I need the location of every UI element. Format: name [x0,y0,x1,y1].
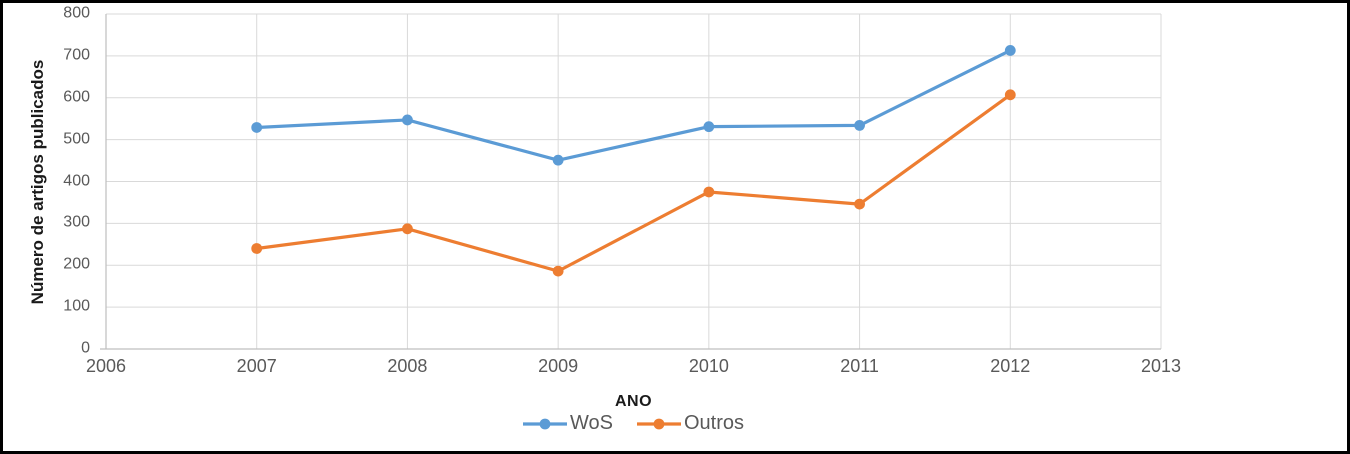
legend-label-outros: Outros [683,412,744,434]
wos-marker-2007 [251,122,263,133]
legend-swatch-marker [653,418,665,429]
outros-series-line [255,93,1012,273]
y-tick-label-600: 600 [63,88,90,106]
x-tick-label-2006: 2006 [85,356,127,376]
wos-marker-2012 [1004,45,1016,56]
y-tick-label-400: 400 [63,172,90,190]
legend-line-marker-icon-wos [522,418,567,429]
x-tick-label-2007: 2007 [236,356,277,376]
wos-series-line [255,48,1012,162]
legend-line-marker-icon-outros [636,418,681,429]
legend-swatch-marker [539,418,551,429]
y-tick-label-500: 500 [63,130,90,148]
x-tick-label-2013: 2013 [1140,356,1182,376]
legend-label-wos: WoS [569,412,613,434]
x-tick-label-2008: 2008 [387,356,428,376]
outros-marker-2011 [854,198,865,210]
x-tick-label-2010: 2010 [688,356,729,376]
legend-item-wos: WoS [522,412,613,435]
legend-item-outros: Outros [636,412,744,435]
outros-marker-2009 [552,265,564,277]
outros-marker-2012 [1004,89,1016,101]
x-axis-title: ANO [614,393,653,410]
wos-marker-2011 [854,119,865,131]
y-tick-label-800: 800 [63,4,90,22]
wos-marker-2010 [703,121,715,133]
y-tick-label-100: 100 [63,297,90,315]
x-tick-label-2012: 2012 [990,356,1031,376]
x-tick-label-2009: 2009 [538,356,579,376]
y-tick-label-300: 300 [63,214,90,232]
wos-marker-2009 [552,154,564,166]
chart-legend: WoS Outros [106,412,1161,435]
y-tick-label-0: 0 [81,339,90,357]
outros-marker-2007 [251,243,263,254]
outros-marker-2008 [402,223,413,235]
outros-marker-2010 [703,186,715,198]
y-tick-label-200: 200 [63,255,90,273]
wos-marker-2008 [402,114,413,126]
x-tick-label-2011: 2011 [840,356,879,376]
y-tick-label-700: 700 [63,46,90,64]
